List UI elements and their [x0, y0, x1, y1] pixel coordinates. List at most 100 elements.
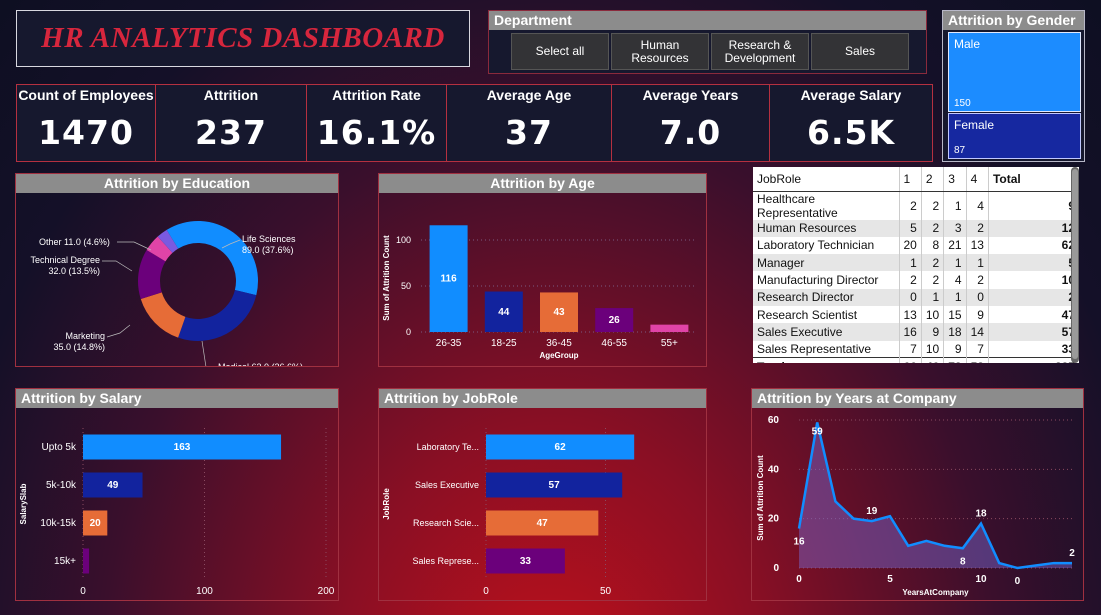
salary-panel-header: Attrition by Salary — [16, 389, 338, 408]
jobrole-bar — [486, 472, 623, 498]
matrix-cell-value: 33 — [987, 340, 1079, 358]
years-panel-header: Attrition by Years at Company — [752, 389, 1083, 408]
slicer-option-select-all[interactable]: Select all — [511, 33, 609, 70]
slicer-option-sales[interactable]: Sales — [811, 33, 909, 70]
years-point-label: 18 — [975, 509, 987, 520]
matrix-row[interactable]: Human Resources 5 2 3 2 12 — [753, 219, 1079, 237]
matrix-cell-value: 57 — [987, 323, 1079, 341]
matrix-cell-value: 0 — [898, 288, 922, 306]
matrix-header-2[interactable]: 2 — [920, 167, 944, 192]
kpi-value: 16.1% — [316, 113, 437, 152]
matrix-cell-value: 14 — [965, 323, 989, 341]
matrix-cell-jobrole: Research Director — [753, 288, 899, 306]
matrix-cell-value: 4 — [943, 271, 967, 289]
matrix-cell-jobrole: Research Scientist — [757, 307, 858, 322]
matrix-row[interactable]: Healthcare Representative 22149 — [753, 191, 1079, 220]
donut-label-other: Other 11.0 (4.6%) — [39, 237, 110, 247]
matrix-row[interactable]: Research Scientist 13 10 15 9 47 — [753, 305, 1079, 324]
salary-bar-label: 49 — [107, 480, 119, 491]
gender-female-tile[interactable]: Female 87 — [948, 113, 1081, 159]
matrix-total-cell: 52 — [965, 357, 989, 363]
attrition-by-salary-panel: Attrition by Salary 0100200Sum of Attrit… — [15, 388, 339, 609]
kpi-label: Count of Employees — [18, 87, 154, 103]
matrix-cell-value: 18 — [943, 323, 967, 341]
matrix-cell-value: 2 — [920, 219, 944, 237]
matrix-cell-value: 7 — [898, 340, 922, 358]
donut-slice-other — [146, 236, 173, 262]
kpi-average-age: Average Age 37 — [447, 85, 612, 161]
jobrole-panel-header: Attrition by JobRole — [379, 389, 706, 408]
salary-bar-label: 20 — [90, 518, 102, 529]
matrix-header-3[interactable]: 3 — [943, 167, 967, 192]
donut-leader-line — [117, 241, 152, 251]
matrix-cell-value: 9 — [943, 340, 967, 358]
matrix-header-4[interactable]: 4 — [965, 167, 989, 192]
salary-bar — [83, 510, 108, 536]
salary-x-tick: 0 — [80, 586, 86, 597]
matrix-cell-value: 4 — [965, 191, 989, 220]
matrix-cell-jobrole: Manufacturing Director — [757, 273, 879, 288]
matrix-scrollbar[interactable] — [1071, 167, 1079, 363]
matrix-cell-value: 9 — [965, 305, 989, 324]
matrix-cell-jobrole: Sales Representative — [757, 341, 872, 356]
jobrole-x-tick: 50 — [600, 586, 612, 597]
matrix-cell-value: 2 — [920, 254, 944, 272]
matrix-cell-value: 7 — [965, 340, 989, 358]
kpi-value: 1470 — [38, 113, 134, 152]
matrix-cell-jobrole: Manager — [753, 254, 899, 272]
kpi-attrition: Attrition 237 — [156, 85, 307, 161]
matrix-row[interactable]: Manager12115 — [753, 254, 1079, 272]
matrix-cell-value: 1 — [920, 288, 944, 306]
matrix-header-total[interactable]: Total — [987, 167, 1079, 192]
matrix-header-jobrole[interactable]: JobRole — [753, 167, 899, 192]
matrix-total-cell: 66 — [898, 357, 922, 363]
matrix-cell-value: 5 — [898, 219, 922, 237]
slicer-option-research-development[interactable]: Research & Development — [711, 33, 809, 70]
gender-male-tile[interactable]: Male 150 — [948, 32, 1081, 112]
age-y-tick: 50 — [401, 281, 411, 291]
jobrole-bar-label: 33 — [520, 556, 532, 567]
years-point-label: 2 — [1069, 548, 1075, 559]
age-bar — [540, 292, 578, 332]
years-point-label: 8 — [960, 556, 966, 567]
jobrole-bar — [486, 548, 565, 574]
matrix-row[interactable]: Research Director01102 — [753, 288, 1079, 306]
years-y-tick: 0 — [773, 563, 779, 574]
jobrole-y-tick: Laboratory Te... — [417, 442, 479, 452]
donut-slice-life-sciences — [166, 221, 258, 296]
matrix-scrollbar-thumb[interactable] — [1072, 169, 1078, 359]
jobrole-y-tick: Sales Represe... — [412, 556, 479, 566]
matrix-row[interactable]: Manufacturing Director 2 2 4 2 10 — [753, 271, 1079, 289]
matrix-row[interactable]: Laboratory Technician 20 8 21 13 62 — [753, 236, 1079, 255]
matrix-cell-jobrole: Sales Executive — [753, 323, 899, 341]
donut-slice-marketing — [140, 292, 186, 338]
salary-bar-label: 163 — [174, 442, 191, 453]
age-bar — [484, 291, 523, 332]
matrix-header-1[interactable]: 1 — [898, 167, 922, 192]
salary-x-tick: 200 — [318, 586, 335, 597]
age-bar-label: 43 — [553, 307, 565, 318]
dashboard-title-box: HR ANALYTICS DASHBOARD — [16, 10, 470, 67]
age-bar-label: 116 — [441, 274, 458, 285]
slicer-option-human-resources[interactable]: Human Resources — [611, 33, 709, 70]
age-y-tick: 0 — [406, 327, 411, 337]
age-x-tick: 26-35 — [436, 338, 462, 349]
matrix-cell-value: 2 — [898, 271, 922, 289]
matrix-cell-value: 1 — [943, 191, 967, 220]
years-area-fill — [799, 422, 1072, 568]
age-y-axis-label: Sum of Attrition Count — [382, 235, 391, 321]
gender-panel-header: Attrition by Gender — [943, 11, 1084, 30]
matrix-total-cell: 73 — [943, 357, 967, 363]
matrix-row[interactable]: Sales Representative 7 10 9 7 33 — [753, 340, 1079, 358]
kpi-average-salary: Average Salary 6.5K — [770, 85, 932, 161]
matrix-cell-value: 8 — [920, 236, 944, 255]
years-y-tick: 40 — [768, 464, 780, 475]
years-y-axis-label: Sum of Attrition Count — [756, 455, 765, 541]
donut-leader-line — [201, 340, 217, 371]
age-bar — [650, 324, 689, 332]
years-x-tick: 0 — [796, 574, 802, 585]
department-slicer-header: Department — [489, 11, 926, 30]
matrix-row[interactable]: Sales Executive 16 9 18 14 57 — [753, 323, 1079, 341]
donut-label-life-sciences: Life Sciences 89.0 (37.6%) — [242, 234, 296, 255]
years-area-line — [797, 422, 1072, 570]
